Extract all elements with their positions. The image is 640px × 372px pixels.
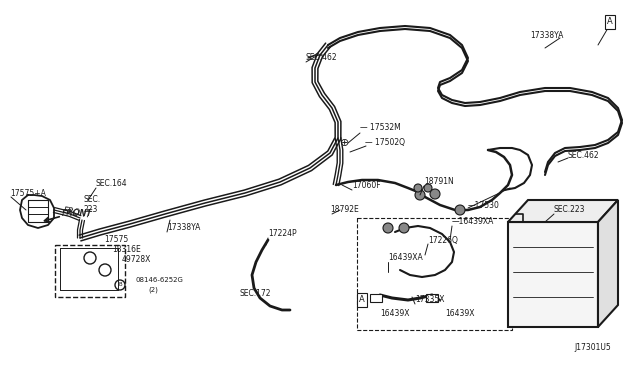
- Text: 18791N: 18791N: [424, 177, 454, 186]
- Text: FRONT: FRONT: [62, 206, 92, 220]
- Text: FRONT: FRONT: [62, 208, 93, 218]
- Text: 49728X: 49728X: [122, 256, 152, 264]
- Bar: [508, 222, 598, 327]
- Text: 17575+A: 17575+A: [10, 189, 46, 198]
- Text: — 17532M: — 17532M: [360, 124, 401, 132]
- Text: 17335X: 17335X: [415, 295, 445, 305]
- Text: 16439XA: 16439XA: [388, 253, 423, 263]
- Text: SEC.223: SEC.223: [554, 205, 586, 215]
- Circle shape: [414, 184, 422, 192]
- Text: —16439XA: —16439XA: [452, 218, 494, 227]
- Text: —17530: —17530: [468, 201, 500, 209]
- Text: 17226Q: 17226Q: [428, 235, 458, 244]
- Text: 08146-6252G: 08146-6252G: [136, 277, 184, 283]
- Bar: [370, 294, 382, 302]
- Circle shape: [415, 190, 425, 200]
- Text: SEC.172: SEC.172: [240, 289, 271, 298]
- Text: A: A: [359, 295, 365, 305]
- Text: 16439X: 16439X: [445, 310, 474, 318]
- Circle shape: [399, 223, 409, 233]
- Text: 18316E: 18316E: [112, 246, 141, 254]
- Text: 17338YA: 17338YA: [167, 224, 200, 232]
- Text: SEC.: SEC.: [84, 196, 101, 205]
- Polygon shape: [598, 200, 618, 327]
- Polygon shape: [508, 200, 618, 222]
- Bar: [55, 245, 125, 297]
- Bar: [357, 218, 512, 330]
- Text: B: B: [118, 282, 122, 288]
- Text: 16439X: 16439X: [380, 310, 410, 318]
- Circle shape: [455, 205, 465, 215]
- Text: 223: 223: [84, 205, 99, 214]
- Text: 18792E: 18792E: [330, 205, 359, 215]
- Circle shape: [430, 189, 440, 199]
- Text: SEC.462: SEC.462: [568, 151, 600, 160]
- Text: ⊕: ⊕: [340, 138, 349, 148]
- Text: — 17502Q: — 17502Q: [365, 138, 405, 147]
- Bar: [426, 294, 438, 302]
- Text: 17338YA: 17338YA: [530, 31, 563, 39]
- Circle shape: [424, 184, 432, 192]
- Text: SEC.164: SEC.164: [95, 180, 127, 189]
- Text: A: A: [607, 17, 613, 26]
- Text: SEC.462: SEC.462: [305, 54, 337, 62]
- Text: (2): (2): [148, 287, 158, 293]
- Text: J17301U5: J17301U5: [574, 343, 611, 352]
- Text: 17224P: 17224P: [268, 230, 296, 238]
- Circle shape: [383, 223, 393, 233]
- Text: 17575: 17575: [104, 235, 128, 244]
- Text: 17060F: 17060F: [352, 182, 381, 190]
